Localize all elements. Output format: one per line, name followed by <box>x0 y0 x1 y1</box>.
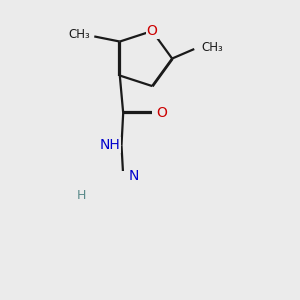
Text: N: N <box>128 169 139 183</box>
Text: O: O <box>156 106 167 120</box>
Text: NH: NH <box>99 138 120 152</box>
Text: H: H <box>77 189 86 202</box>
Text: CH₃: CH₃ <box>68 28 90 41</box>
Text: O: O <box>147 24 158 38</box>
Text: CH₃: CH₃ <box>201 41 223 54</box>
